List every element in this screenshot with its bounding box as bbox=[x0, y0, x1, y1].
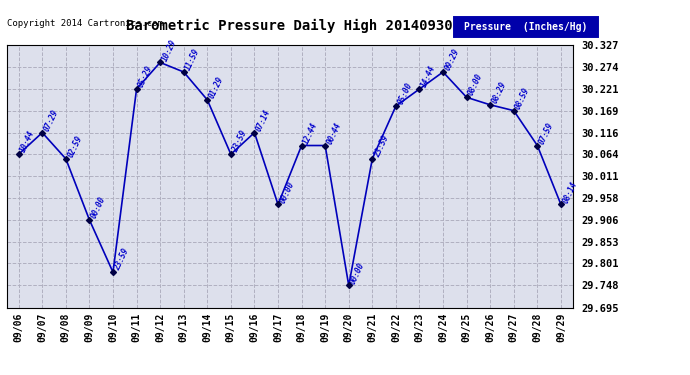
Text: Copyright 2014 Cartronics.com: Copyright 2014 Cartronics.com bbox=[7, 19, 163, 28]
Text: 10:44: 10:44 bbox=[19, 129, 37, 154]
Text: 08:14: 08:14 bbox=[561, 180, 579, 204]
Text: 11:59: 11:59 bbox=[184, 47, 201, 72]
Text: 00:00: 00:00 bbox=[278, 180, 296, 204]
Text: 05:00: 05:00 bbox=[396, 81, 414, 106]
Text: 07:29: 07:29 bbox=[42, 108, 60, 133]
Text: 07:14: 07:14 bbox=[255, 108, 273, 133]
Text: 08:29: 08:29 bbox=[490, 80, 508, 105]
Text: 00:00: 00:00 bbox=[348, 261, 366, 285]
Text: 08:59: 08:59 bbox=[514, 86, 532, 111]
Text: 05:29: 05:29 bbox=[137, 64, 155, 89]
Text: 07:59: 07:59 bbox=[538, 121, 555, 146]
Text: 00:44: 00:44 bbox=[325, 121, 343, 146]
Text: 02:59: 02:59 bbox=[66, 134, 83, 159]
Text: 09:29: 09:29 bbox=[443, 47, 461, 72]
Text: 08:00: 08:00 bbox=[466, 73, 484, 98]
Text: 01:29: 01:29 bbox=[207, 75, 225, 100]
Text: 23:59: 23:59 bbox=[373, 134, 391, 159]
Text: Barometric Pressure Daily High 20140930: Barometric Pressure Daily High 20140930 bbox=[126, 19, 453, 33]
Text: 23:59: 23:59 bbox=[113, 248, 131, 272]
Text: Pressure  (Inches/Hg): Pressure (Inches/Hg) bbox=[464, 22, 588, 32]
Text: 12:44: 12:44 bbox=[302, 121, 319, 146]
Text: 10:29: 10:29 bbox=[160, 38, 178, 63]
Text: 14:44: 14:44 bbox=[420, 64, 437, 89]
Text: 00:00: 00:00 bbox=[90, 195, 108, 220]
Text: 23:59: 23:59 bbox=[231, 129, 249, 154]
